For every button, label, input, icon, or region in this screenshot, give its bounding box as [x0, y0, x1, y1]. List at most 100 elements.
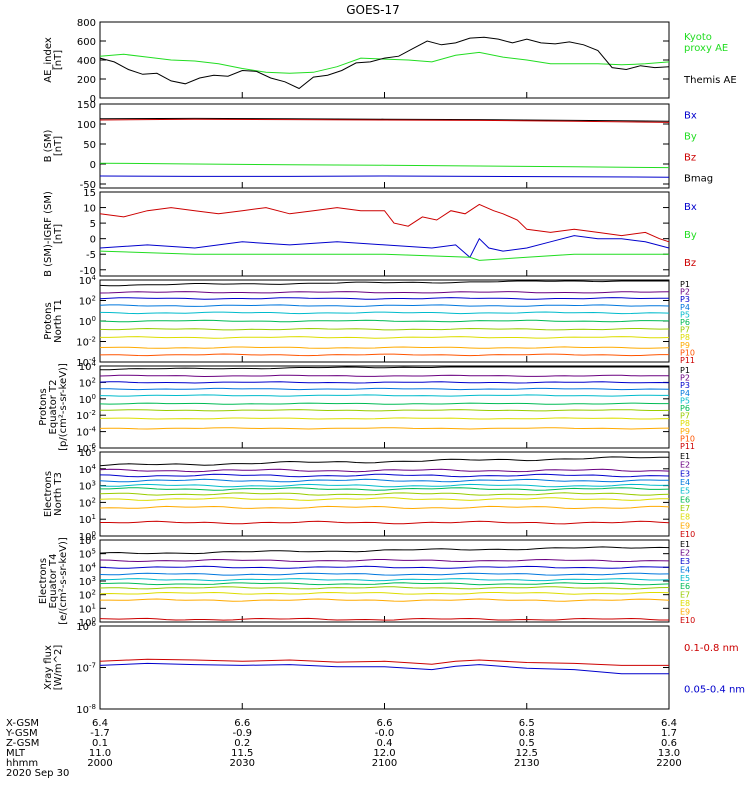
x-row-value: -0.0 — [375, 728, 395, 739]
y-tick-label: 10-4 — [76, 426, 96, 439]
x-row-label: X-GSM — [6, 718, 39, 729]
series-p8 — [99, 417, 670, 420]
x-row-value: 6.4 — [92, 718, 108, 729]
panel-frame — [99, 365, 670, 449]
series-p9 — [99, 346, 670, 349]
x-row-value: 2200 — [656, 758, 681, 769]
y-axis-label: [e/(cm²-s-sr-keV)] — [58, 537, 69, 625]
legend-label: Bz — [684, 153, 696, 164]
y-tick-label: 103 — [79, 575, 96, 588]
y-axis-label: Equator T2 — [48, 380, 59, 435]
channel-label: E6 — [680, 582, 690, 591]
panel-frame — [99, 103, 670, 189]
series-bmag — [99, 117, 670, 122]
legend-label: Bx — [684, 111, 697, 122]
y-axis-label: North T1 — [53, 299, 64, 343]
x-row-value: -1.7 — [90, 728, 110, 739]
x-row-value: 6.5 — [519, 718, 535, 729]
series-p4 — [100, 387, 670, 391]
panel-frame — [99, 625, 670, 710]
x-row-value: 0.4 — [377, 738, 393, 749]
series-e3 — [99, 473, 670, 478]
channel-label: P9 — [680, 341, 690, 350]
y-axis-label: [W/m^2] — [53, 645, 64, 691]
channel-label: P11 — [680, 442, 695, 451]
y-axis-label: AE_index — [43, 37, 54, 83]
channel-label: E6 — [680, 495, 690, 504]
series-p4 — [99, 304, 670, 307]
y-tick-label: 100 — [79, 393, 96, 406]
x-row-label: Y-GSM — [5, 728, 38, 739]
series-bx — [99, 235, 670, 259]
y-tick-label: 10-8 — [76, 703, 96, 716]
channel-label: P2 — [680, 288, 690, 297]
x-row-value: 0.5 — [519, 738, 535, 749]
channel-label: P5 — [680, 310, 690, 319]
y-axis-label: Electrons — [43, 471, 54, 517]
series-by — [99, 162, 670, 169]
series-p7 — [100, 409, 670, 412]
channel-label: P8 — [680, 333, 690, 342]
y-tick-label: -50 — [80, 180, 96, 191]
panel-b_minus_igrf: B (SM)-IGRF (SM) [nT] -10 -5 0 5 10 15 Bx By Bz — [43, 188, 697, 277]
y-tick-label: 101 — [79, 513, 96, 526]
y-axis-label: Protons — [43, 302, 54, 339]
legend-label: Kyoto — [684, 32, 712, 43]
channel-label: E9 — [680, 521, 690, 530]
series-by — [99, 250, 669, 261]
series-e3 — [99, 565, 670, 569]
panel-protons_t1: Protons North T110-410-2100102104P1P2P3P4… — [43, 274, 695, 369]
y-axis-label: Equator T4 — [48, 554, 59, 609]
series-bx — [99, 175, 670, 178]
y-axis-label: North T3 — [53, 472, 64, 516]
y-tick-label: -10 — [80, 266, 96, 277]
y-tick-label: 5 — [90, 219, 96, 230]
series-p2 — [99, 374, 670, 378]
channel-label: P2 — [680, 374, 690, 383]
channel-label: P3 — [680, 295, 690, 304]
y-tick-label: 800 — [77, 18, 96, 29]
series-e9 — [99, 505, 670, 510]
x-row-label: 2020 Sep 30 — [6, 768, 69, 779]
channel-label: E9 — [680, 608, 690, 617]
y-tick-label: 150 — [77, 100, 96, 111]
series-p3 — [99, 297, 670, 300]
channel-label: P10 — [680, 348, 695, 357]
channel-label: P8 — [680, 419, 690, 428]
y-tick-label: 105 — [79, 548, 96, 561]
x-row-value: 2100 — [372, 758, 397, 769]
y-tick-label: 102 — [79, 589, 96, 602]
legend-label: Themis AE — [683, 75, 737, 86]
channel-label: E10 — [680, 616, 695, 625]
channel-label: E7 — [680, 591, 690, 600]
series-p2 — [99, 291, 670, 294]
x-row-value: 2030 — [230, 758, 255, 769]
panel-b_sm: B (SM) [nT] -50 0 50 100 150 Bx By Bz Bmag — [43, 100, 713, 191]
series-themis-ae — [99, 36, 670, 90]
series-e7 — [99, 586, 670, 590]
y-tick-label: 102 — [79, 496, 96, 509]
y-axis-label: [nT] — [53, 136, 64, 156]
y-tick-label: 50 — [83, 140, 96, 151]
x-row-value: 12.0 — [373, 748, 395, 759]
y-axis-label: B (SM) — [43, 129, 54, 162]
series-0-05-0-4-nm — [99, 662, 669, 675]
x-row-value: 0.8 — [519, 728, 535, 739]
y-tick-label: 10-7 — [76, 662, 96, 675]
channel-label: E3 — [680, 469, 690, 478]
series-0-1-0-8-nm — [99, 658, 669, 666]
series-p10 — [99, 353, 669, 357]
series-e4 — [99, 478, 669, 483]
x-row-value: 6.6 — [234, 718, 250, 729]
y-tick-label: 105 — [79, 446, 96, 459]
x-row-label: hhmm — [6, 758, 38, 769]
legend-label: 0.05-0.4 nm — [684, 684, 745, 695]
channel-label: P1 — [680, 280, 690, 289]
x-row-value: 0.6 — [661, 738, 677, 749]
x-row-value: 6.6 — [377, 718, 393, 729]
y-tick-label: 103 — [79, 480, 96, 493]
x-row-value: 2000 — [87, 758, 112, 769]
legend-label: By — [684, 230, 697, 241]
